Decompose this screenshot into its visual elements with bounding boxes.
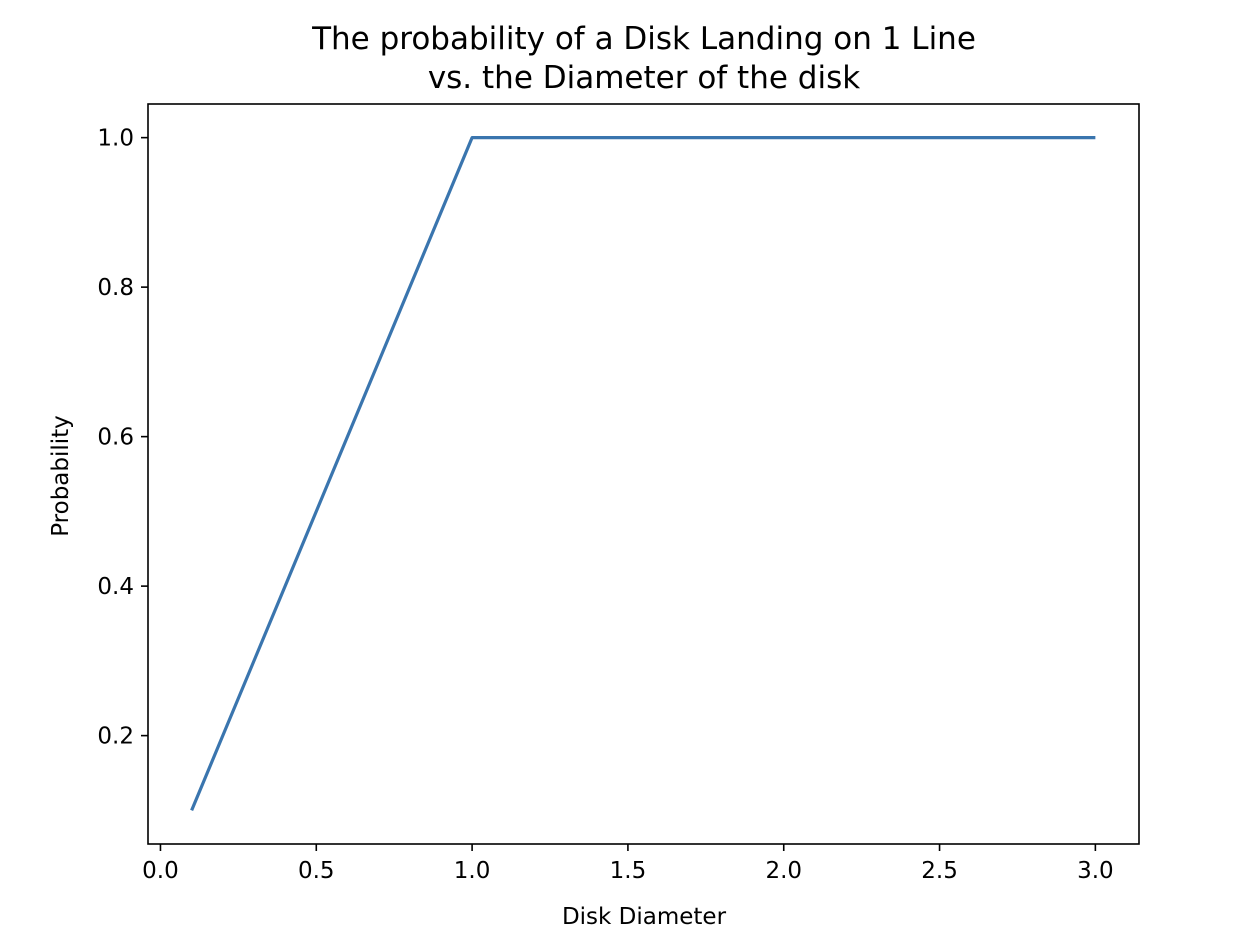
y-axis-ticks: 0.2 0.4 0.6 0.8 1.0 [97, 126, 148, 750]
x-axis-label: Disk Diameter [562, 904, 727, 930]
x-tick-label: 0.0 [142, 858, 179, 884]
x-tick-label: 2.5 [921, 858, 958, 884]
series-line-0 [190, 136, 1096, 811]
y-tick-label: 0.8 [97, 275, 134, 301]
plot-area-frame [147, 103, 1140, 845]
x-tick-label: 0.5 [298, 858, 335, 884]
x-tick-label: 1.0 [454, 858, 491, 884]
x-axis-ticks: 0.0 0.5 1.0 1.5 2.0 2.5 3.0 [142, 844, 1114, 884]
x-tick-label: 2.0 [765, 858, 802, 884]
y-tick-label: 0.4 [97, 574, 134, 600]
x-tick-label: 3.0 [1077, 858, 1114, 884]
chart-title-line-1: The probability of a Disk Landing on 1 L… [311, 21, 976, 57]
chart-title-line-2: vs. the Diameter of the disk [428, 60, 860, 96]
series-layer [190, 136, 1096, 811]
y-tick-label: 0.2 [97, 724, 134, 750]
y-tick-label: 1.0 [97, 126, 134, 152]
y-axis-label: Probability [48, 415, 74, 537]
y-tick-label: 0.6 [97, 425, 134, 451]
x-tick-label: 1.5 [610, 858, 647, 884]
